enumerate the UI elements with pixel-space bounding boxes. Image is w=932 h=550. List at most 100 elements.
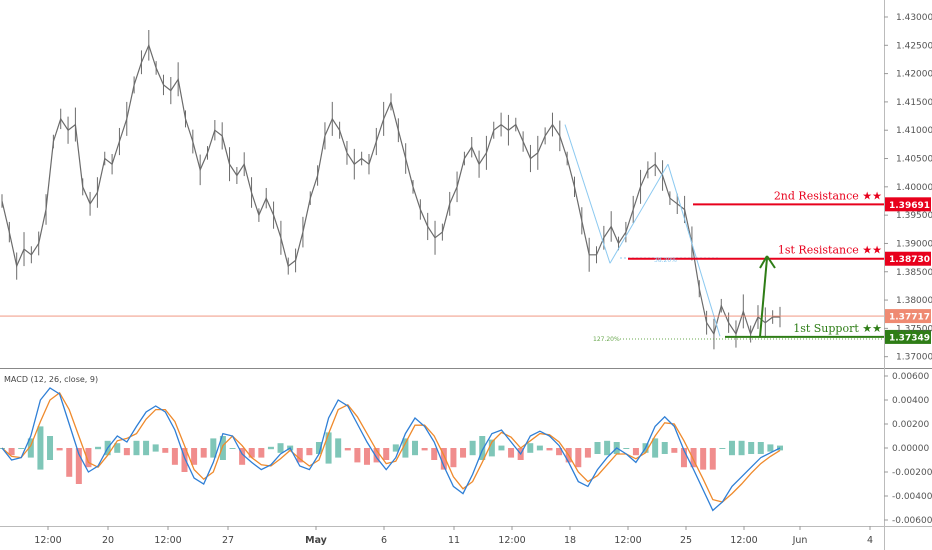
arrow-head	[759, 255, 776, 269]
macd-histogram-bar	[277, 443, 284, 453]
macd-histogram-bar	[488, 439, 495, 457]
fib-127-label: 127.20%	[593, 336, 620, 343]
macd-histogram-bar	[431, 448, 438, 460]
macd-histogram-bar	[306, 448, 313, 456]
macd-histogram-bar	[680, 448, 687, 468]
macd-histogram-bar	[498, 445, 505, 451]
macd-histogram-bar	[8, 448, 15, 456]
price-badge	[885, 309, 931, 324]
price-badge	[885, 251, 931, 266]
macd-histogram-bar	[325, 432, 332, 464]
macd-histogram-bar	[363, 448, 370, 465]
price-tick-label: 1.41000	[896, 126, 932, 136]
level-label: 2nd Resistance ★★	[774, 189, 882, 202]
macd-histogram-bar	[315, 442, 322, 454]
macd-histogram-bar	[719, 448, 726, 449]
macd-histogram-bar	[47, 436, 54, 460]
time-tick-label: 25	[680, 535, 692, 546]
price-tick-label: 1.42000	[896, 70, 932, 80]
arrow-shaft	[759, 257, 768, 338]
macd-histogram-bar	[709, 448, 716, 470]
macd-tick-label: 0.00200	[892, 420, 929, 430]
macd-histogram-bar	[402, 438, 409, 458]
macd-tick-label: 0.00000	[892, 444, 929, 454]
macd-tick-label: 0.00400	[892, 396, 929, 406]
macd-histogram-bar	[469, 440, 476, 456]
price-tick-label: 1.39500	[896, 211, 932, 221]
macd-histogram-bar	[354, 448, 361, 463]
macd-histogram-bar	[690, 448, 697, 468]
price-badge	[885, 197, 931, 212]
time-tick-label: 6	[381, 535, 387, 546]
time-tick-label: 12:00	[34, 535, 61, 546]
macd-histogram-bar	[738, 440, 745, 456]
price-tick-label: 1.43000	[896, 13, 932, 23]
time-tick-label: 27	[222, 535, 234, 546]
macd-histogram-bar	[460, 448, 467, 458]
price-tick-label: 1.38000	[896, 296, 932, 306]
price-tick-label: 1.40500	[896, 155, 932, 165]
macd-histogram-bar	[757, 442, 764, 454]
time-tick-label: 12:00	[730, 535, 757, 546]
time-tick-label: May	[305, 535, 328, 546]
time-tick-label: 11	[448, 535, 460, 546]
macd-histogram-bar	[767, 444, 774, 452]
macd-histogram-bar	[66, 448, 73, 477]
macd-histogram-bar	[604, 440, 611, 456]
macd-histogram-bar	[536, 445, 543, 451]
macd-histogram-bar	[652, 438, 659, 458]
macd-histogram-bar	[450, 448, 457, 468]
price-series	[1, 30, 781, 350]
macd-histogram-bar	[114, 443, 121, 453]
macd-histogram-bar	[556, 448, 563, 456]
macd-histogram-bar	[421, 448, 428, 451]
macd-histogram-bar	[258, 448, 265, 458]
level-label: 1st Support ★★	[793, 322, 882, 335]
macd-signal-line	[1, 391, 781, 503]
target-arrow	[759, 255, 776, 338]
price-tick-label: 1.41500	[896, 98, 932, 108]
macd-histogram-bar	[479, 436, 486, 460]
level-label: 1st Resistance ★★	[778, 244, 882, 257]
macd-histogram-bar	[344, 448, 351, 451]
macd-histogram-bar	[248, 448, 255, 458]
macd-histogram-bar	[229, 448, 236, 449]
macd-histogram-bar	[728, 440, 735, 456]
macd-histogram-bar	[95, 446, 102, 450]
macd-histogram-bar	[267, 446, 274, 450]
macd-histogram-bar	[27, 438, 34, 458]
macd-histogram-bar	[527, 443, 534, 453]
macd-histogram-bar	[335, 438, 342, 458]
time-tick-label: 12:00	[154, 535, 181, 546]
price-tick-label: 1.42500	[896, 41, 932, 51]
macd-histogram-bar	[546, 448, 553, 451]
macd-histogram-bar	[632, 448, 639, 456]
price-tick-label: 1.37500	[896, 324, 932, 334]
macd-histogram-bar	[440, 448, 447, 470]
price-axis: 1.43000 1.42500 1.42000 1.41500 1.41000 1.405…	[884, 13, 932, 363]
macd-histogram-bar	[152, 444, 159, 452]
support-resistance-levels: 2nd Resistance ★★ 1.39691 1st Resistance ★…	[0, 189, 931, 344]
price-tick-label: 1.38500	[896, 268, 932, 278]
price-badge-text: 1.37349	[889, 333, 930, 343]
macd-histogram-bar	[191, 448, 198, 465]
macd-histogram-bar	[37, 426, 44, 470]
macd-histogram-bar	[239, 448, 246, 465]
time-tick-label: 18	[564, 535, 576, 546]
macd-histogram-bar	[85, 448, 92, 468]
macd-histogram-bar	[575, 448, 582, 468]
price-tick-label: 1.37000	[896, 353, 932, 363]
macd-histogram-bar	[594, 442, 601, 454]
macd-histogram-bar	[671, 448, 678, 453]
price-badge-text: 1.38730	[889, 255, 930, 265]
macd-axis: 0.00600 0.00400 0.00200 0.00000 -0.00200 -0.0…	[884, 372, 932, 526]
macd-histogram-bar	[508, 448, 515, 458]
price-badge	[885, 329, 931, 344]
macd-histogram-bar	[700, 448, 707, 470]
macd-panel	[0, 387, 783, 512]
macd-histogram-bar	[162, 448, 169, 453]
macd-histogram-bar	[219, 436, 226, 460]
macd-histogram-bar	[181, 448, 188, 472]
